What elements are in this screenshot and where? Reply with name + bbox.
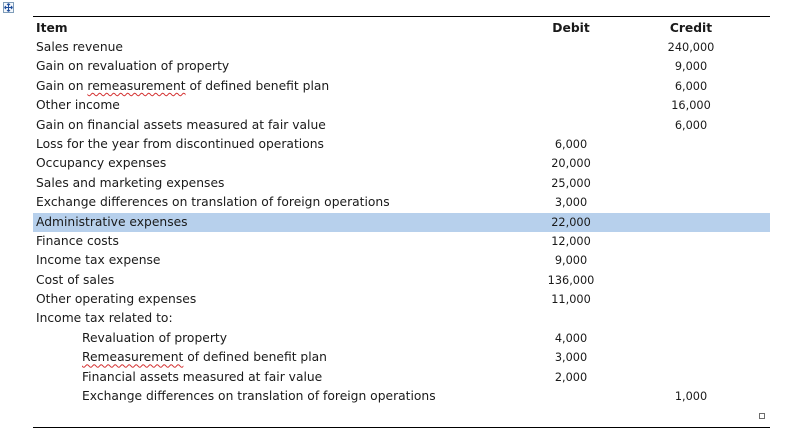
- row-item-label: Revaluation of property: [82, 330, 227, 345]
- table-body: Sales revenue 240,000 Gain on revaluation …: [33, 38, 770, 406]
- table-row[interactable]: Other operating expenses 11,000: [33, 290, 770, 309]
- table-row[interactable]: Revaluation of property 4,000: [33, 329, 770, 348]
- table-row[interactable]: Exchange differences on translation of f…: [33, 387, 770, 406]
- row-item-label: Financial assets measured at fair value: [82, 369, 323, 384]
- row-debit-value: 9,000: [554, 254, 588, 268]
- row-item-label: Exchange differences on translation of f…: [36, 195, 390, 210]
- table-resize-icon[interactable]: [759, 413, 765, 419]
- table-row[interactable]: Other income 16,000: [33, 96, 770, 115]
- table-bottom-rule: [33, 427, 770, 428]
- table-row[interactable]: Finance costs 12,000: [33, 232, 770, 251]
- row-debit-value: 3,000: [554, 351, 588, 365]
- table-row[interactable]: Cost of sales 136,000: [33, 271, 770, 290]
- row-item-label: Cost of sales: [36, 272, 115, 287]
- row-credit-value: 6,000: [674, 79, 708, 93]
- header-item: Item: [36, 21, 68, 35]
- row-item-label: Exchange differences on translation of f…: [82, 389, 436, 404]
- row-debit-value: 20,000: [551, 157, 591, 171]
- table-row[interactable]: Income tax expense 9,000: [33, 251, 770, 270]
- row-item-label: Occupancy expenses: [36, 156, 167, 171]
- row-item-text: of defined benefit plan: [183, 350, 327, 365]
- row-debit-value: 22,000: [551, 215, 591, 229]
- row-debit-value: 6,000: [554, 137, 588, 151]
- row-item-label: Other income: [36, 98, 120, 113]
- row-item-label: Loss for the year from discontinued oper…: [36, 136, 324, 151]
- table-row[interactable]: Financial assets measured at fair value 2…: [33, 368, 770, 387]
- row-credit-value: 6,000: [674, 118, 708, 132]
- header-credit: Credit: [669, 21, 713, 35]
- row-item-label: Finance costs: [36, 233, 119, 248]
- table-row[interactable]: Income tax related to:: [33, 309, 770, 328]
- table-top-rule: [33, 16, 770, 17]
- row-item-label: Gain on financial assets measured at fai…: [36, 117, 326, 132]
- table-row[interactable]: Sales revenue 240,000: [33, 38, 770, 57]
- row-credit-value: 240,000: [667, 41, 715, 54]
- row-debit-value: 12,000: [551, 234, 591, 248]
- row-credit-value: 9,000: [674, 60, 708, 74]
- trial-balance-table[interactable]: Item Debit Credit Sales revenue 240,000 Ga…: [33, 18, 770, 406]
- spellcheck-flagged-word[interactable]: remeasurement: [87, 78, 186, 93]
- row-item-text: of defined benefit plan: [185, 78, 330, 93]
- table-move-icon[interactable]: [3, 2, 14, 13]
- table-row[interactable]: Gain on financial assets measured at fai…: [33, 116, 770, 135]
- table-row[interactable]: Remeasurement of defined benefit plan 3,0…: [33, 348, 770, 367]
- table-row[interactable]: Gain on remeasurement of defined benefit…: [33, 77, 770, 96]
- table-row[interactable]: Gain on revaluation of property 9,000: [33, 57, 770, 76]
- row-debit-value: 11,000: [551, 293, 591, 307]
- table-row[interactable]: Exchange differences on translation of f…: [33, 193, 770, 212]
- table-row[interactable]: Loss for the year from discontinued oper…: [33, 135, 770, 154]
- row-item-label: Sales and marketing expenses: [36, 175, 225, 190]
- row-debit-value: 25,000: [551, 176, 591, 190]
- row-item-label: Gain on remeasurement of defined benefit…: [36, 77, 329, 96]
- row-item-label: Remeasurement of defined benefit plan: [82, 348, 327, 367]
- header-debit: Debit: [552, 21, 590, 35]
- row-credit-value: 16,000: [671, 99, 711, 113]
- table-header-row: Item Debit Credit: [33, 18, 770, 38]
- table-row[interactable]: Sales and marketing expenses 25,000: [33, 174, 770, 193]
- table-row[interactable]: Occupancy expenses 20,000: [33, 154, 770, 173]
- row-debit-value: 136,000: [547, 273, 595, 287]
- row-item-label: Income tax expense: [36, 253, 161, 268]
- table-row[interactable]: Administrative expenses 22,000: [33, 212, 770, 232]
- row-debit-value: 2,000: [554, 370, 588, 384]
- row-debit-value: 3,000: [554, 196, 588, 210]
- row-item-label: Sales revenue: [36, 40, 123, 54]
- row-item-label: Administrative expenses: [36, 214, 188, 229]
- row-item-text: Gain on: [36, 78, 88, 93]
- row-item-label: Other operating expenses: [36, 292, 197, 307]
- row-debit-value: 4,000: [554, 331, 588, 345]
- spellcheck-flagged-word[interactable]: Remeasurement: [82, 350, 184, 365]
- row-item-label: Income tax related to:: [36, 311, 173, 326]
- row-credit-value: 1,000: [674, 390, 708, 404]
- row-item-label: Gain on revaluation of property: [36, 59, 230, 74]
